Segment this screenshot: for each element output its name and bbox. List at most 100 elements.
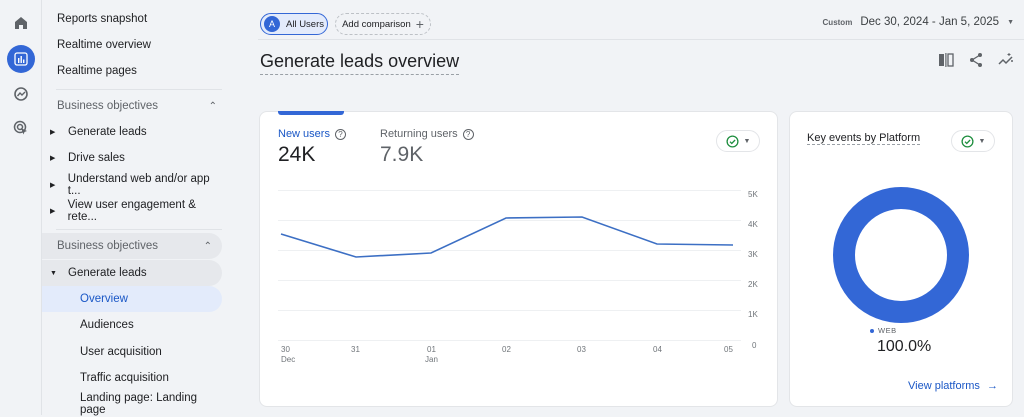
divider — [56, 229, 222, 230]
home-icon[interactable] — [7, 9, 35, 37]
item-label: Drive sales — [68, 152, 125, 164]
caret-right-icon: ▶ — [50, 129, 56, 136]
y-tick: 5K — [748, 190, 758, 199]
caret-right-icon: ▶ — [50, 208, 56, 215]
donut-chart — [833, 187, 969, 323]
x-tick: 05 — [724, 345, 733, 354]
item-label: View user engagement & rete... — [67, 199, 196, 223]
metric-value: 24K — [278, 143, 316, 166]
help-icon[interactable]: ? — [462, 128, 474, 140]
item-label: Realtime pages — [57, 65, 137, 77]
x-tick: 01 Jan — [425, 345, 438, 364]
x-tick: 03 — [577, 345, 586, 354]
metric-new-users[interactable]: New users? 24K — [278, 128, 346, 167]
sidebar-item-landing-page[interactable]: Landing page: Landing page — [42, 391, 222, 417]
sidebar-item-generate-leads-expanded[interactable]: ▼ Generate leads — [42, 260, 222, 286]
section-header-business-objectives[interactable]: Business objectives ⌃ — [57, 93, 217, 119]
sidebar-item-realtime-pages[interactable]: Realtime pages — [57, 58, 237, 84]
date-range-picker[interactable]: Custom Dec 30, 2024 - Jan 5, 2025 ▼ — [823, 16, 1014, 28]
item-label: Landing page: Landing page — [80, 392, 198, 416]
reports-icon[interactable] — [7, 45, 35, 73]
item-label: Generate leads — [68, 267, 147, 279]
data-quality-dropdown[interactable]: ▼ — [951, 130, 995, 152]
caret-right-icon: ▶ — [50, 155, 56, 162]
selected-metric-indicator — [278, 111, 344, 115]
segment-chip-all-users[interactable]: A All Users — [260, 13, 328, 35]
share-icon[interactable] — [968, 52, 984, 73]
chevron-up-icon: ⌃ — [208, 100, 217, 112]
metric-returning-users[interactable]: Returning users? 7.9K — [380, 128, 474, 167]
x-tick: 02 — [502, 345, 511, 354]
top-bar: A All Users Add comparison + Custom Dec 3… — [258, 0, 1024, 40]
sidebar-item-audiences[interactable]: Audiences — [42, 312, 222, 338]
check-circle-icon — [725, 134, 739, 148]
sidebar: Reports snapshot Realtime overview Realt… — [42, 0, 238, 417]
item-label: Reports snapshot — [57, 13, 148, 25]
view-platforms-link[interactable]: View platforms → — [908, 380, 998, 392]
x-tick: 04 — [653, 345, 662, 354]
item-label: Understand web and/or app t... — [67, 173, 210, 197]
help-icon[interactable]: ? — [334, 128, 346, 140]
caret-right-icon: ▶ — [50, 182, 56, 189]
dropdown-icon: ▼ — [1007, 18, 1014, 26]
sidebar-item-user-acquisition[interactable]: User acquisition — [42, 339, 222, 365]
legend-item-web: WEB — [870, 326, 897, 335]
metric-label: Returning users — [380, 128, 458, 140]
y-tick: 4K — [748, 220, 758, 229]
item-label: Audiences — [80, 319, 134, 331]
y-tick: 0 — [752, 341, 757, 350]
sidebar-item-user-engagement[interactable]: ▶ View user engagement & rete... — [42, 198, 222, 224]
advertising-icon[interactable] — [7, 114, 35, 142]
legend-dot-icon — [870, 328, 874, 333]
sidebar-item-generate-leads[interactable]: ▶ Generate leads — [42, 119, 222, 145]
users-chart-card: New users? 24K Returning users? 7.9K ▼ — [259, 111, 778, 407]
segment-avatar: A — [264, 16, 280, 32]
check-circle-icon — [960, 134, 974, 148]
sidebar-item-drive-sales[interactable]: ▶ Drive sales — [42, 145, 222, 171]
sidebar-item-understand-web[interactable]: ▶ Understand web and/or app t... — [42, 172, 222, 198]
plus-icon: + — [415, 16, 424, 32]
item-label: Overview — [80, 293, 128, 305]
dropdown-icon: ▼ — [743, 137, 751, 145]
item-label: Generate leads — [68, 126, 147, 138]
platform-card: Key events by Platform ▼ WEB 100.0% View… — [789, 111, 1013, 407]
dropdown-icon: ▼ — [978, 137, 986, 145]
sidebar-item-reports-snapshot[interactable]: Reports snapshot — [57, 6, 237, 32]
section-label: Business objectives — [57, 240, 158, 252]
sidebar-item-overview[interactable]: Overview — [42, 286, 222, 312]
divider — [56, 89, 222, 90]
item-label: Traffic acquisition — [80, 372, 169, 384]
date-type-label: Custom — [822, 17, 853, 27]
x-tick: 30 Dec — [281, 345, 296, 364]
data-quality-dropdown[interactable]: ▼ — [716, 130, 760, 152]
y-tick: 2K — [748, 280, 758, 289]
sidebar-item-realtime-overview[interactable]: Realtime overview — [57, 32, 237, 58]
explore-icon[interactable] — [7, 80, 35, 108]
item-label: User acquisition — [80, 346, 162, 358]
legend-label: WEB — [878, 326, 897, 335]
segment-label: All Users — [286, 18, 325, 30]
y-tick: 3K — [748, 250, 758, 259]
card-title: Key events by Platform — [807, 132, 921, 145]
sidebar-item-traffic-acquisition[interactable]: Traffic acquisition — [42, 365, 222, 391]
metric-value: 7.9K — [380, 143, 424, 166]
caret-down-icon: ▼ — [50, 269, 57, 277]
add-comparison-label: Add comparison — [342, 18, 411, 30]
legend-value: 100.0% — [877, 338, 932, 355]
link-label: View platforms — [908, 380, 980, 392]
add-comparison-button[interactable]: Add comparison + — [335, 13, 431, 35]
section-label: Business objectives — [57, 100, 158, 112]
insights-icon[interactable] — [998, 52, 1014, 73]
page-actions — [938, 52, 1014, 73]
item-label: Realtime overview — [57, 39, 151, 51]
compare-icon[interactable] — [938, 52, 954, 73]
nav-rail — [0, 0, 42, 415]
x-tick: 31 — [351, 345, 360, 354]
metric-label: New users — [278, 128, 330, 140]
chevron-up-icon: ⌃ — [203, 240, 212, 252]
page-title: Generate leads overview — [260, 51, 460, 75]
section-header-business-objectives-2[interactable]: Business objectives ⌃ — [42, 233, 222, 259]
arrow-right-icon: → — [986, 380, 998, 392]
date-range-label: Dec 30, 2024 - Jan 5, 2025 — [860, 16, 1000, 28]
